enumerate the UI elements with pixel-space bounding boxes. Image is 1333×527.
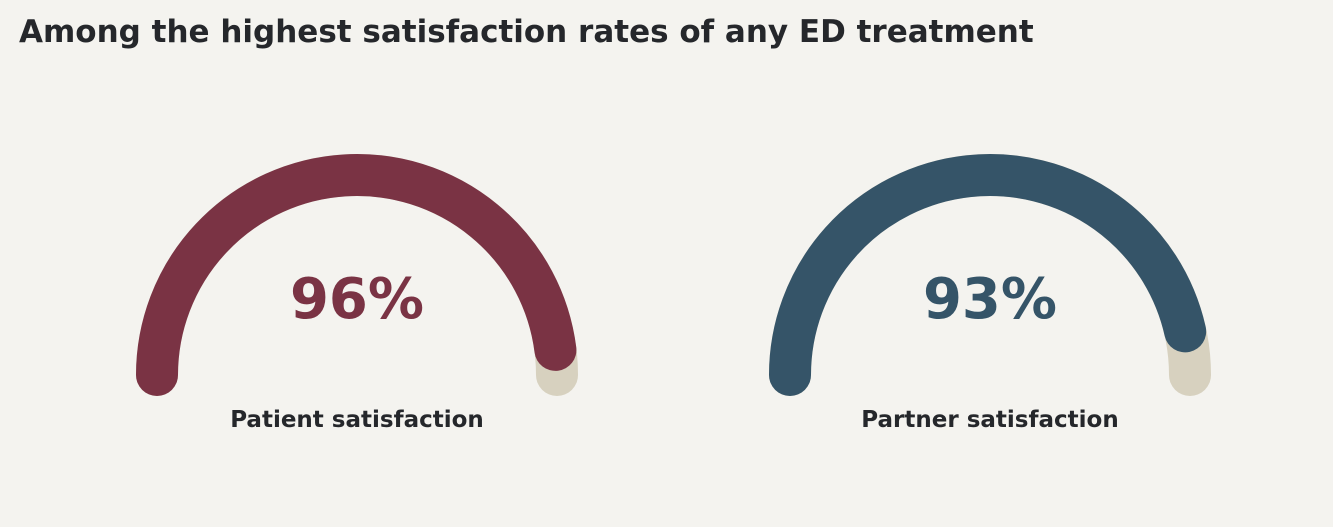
- patient-satisfaction-gauge: 96% Patient satisfaction: [97, 0, 617, 527]
- partner-satisfaction-gauge: 93% Partner satisfaction: [730, 0, 1250, 527]
- gauge-fill-arc: [769, 154, 1207, 396]
- gauge-svg: [136, 154, 578, 396]
- gauge-value: 96%: [289, 267, 425, 332]
- gauge-svg: [769, 154, 1211, 396]
- gauge-value: 93%: [922, 267, 1058, 332]
- gauge-label: Patient satisfaction: [230, 407, 484, 433]
- chart-title: Among the highest satisfaction rates of …: [19, 14, 1034, 50]
- gauge-label: Partner satisfaction: [861, 407, 1119, 433]
- gauge-fill-arc: [136, 154, 577, 396]
